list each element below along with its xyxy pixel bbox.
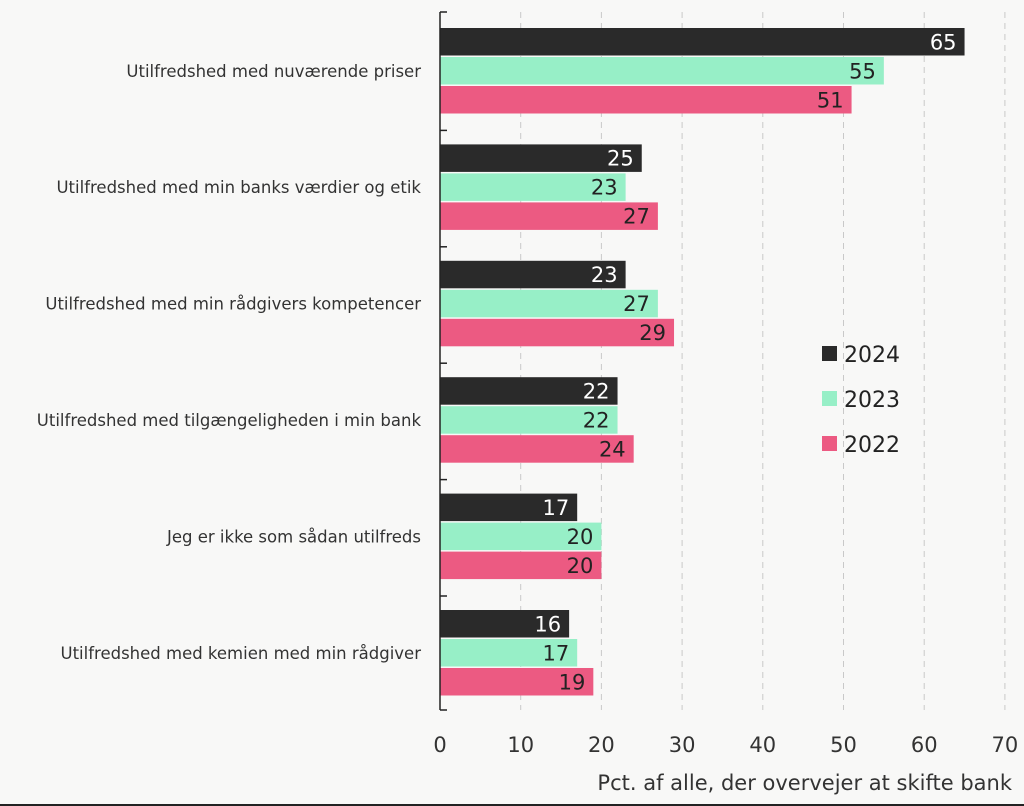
bar-label-2023-3: 27 bbox=[623, 292, 650, 316]
bar-2022-3 bbox=[440, 318, 675, 347]
x-tick-20: 20 bbox=[588, 733, 615, 757]
bar-label-2022-6: 19 bbox=[559, 670, 586, 694]
category-label-3: Utilfredshed med min rådgivers kompetenc… bbox=[45, 295, 421, 314]
x-tick-0: 0 bbox=[433, 733, 446, 757]
x-tick-labels: 0 10 20 30 40 50 60 70 bbox=[433, 733, 1018, 757]
bar-2023-3 bbox=[440, 289, 658, 318]
bar-2022-4 bbox=[440, 435, 634, 463]
bar-2024-1 bbox=[440, 28, 965, 56]
bar-label-2022-3: 29 bbox=[639, 321, 666, 345]
legend-swatch-2022 bbox=[822, 436, 837, 451]
bar-label-2024-5: 17 bbox=[542, 496, 569, 520]
y-axis bbox=[439, 11, 447, 711]
bar-2022-1 bbox=[440, 86, 852, 114]
bar-2022-6 bbox=[440, 668, 594, 696]
category-labels: Utilfredshed med nuværende priser Utilfre… bbox=[37, 62, 422, 663]
category-label-4: Utilfredshed med tilgængeligheden i min … bbox=[37, 411, 422, 430]
legend: 2024 2023 2022 bbox=[822, 343, 900, 458]
bar-label-2024-2: 25 bbox=[607, 147, 634, 171]
x-axis-title: Pct. af alle, der overvejer at skifte ba… bbox=[597, 771, 1012, 795]
bar-2022-2 bbox=[440, 202, 658, 230]
bar-2024-4 bbox=[440, 377, 618, 405]
bar-2023-2 bbox=[440, 173, 626, 201]
bar-label-2024-1: 65 bbox=[930, 30, 957, 54]
bar-2023-6 bbox=[440, 639, 578, 667]
category-label-5: Jeg er ikke som sådan utilfreds bbox=[166, 527, 421, 546]
x-tick-70: 70 bbox=[992, 733, 1019, 757]
bar-label-2022-5: 20 bbox=[567, 554, 594, 578]
bar-2024-6 bbox=[440, 610, 570, 638]
x-tick-30: 30 bbox=[669, 733, 696, 757]
bar-2024-2 bbox=[440, 144, 642, 172]
bar-label-2023-2: 23 bbox=[591, 176, 618, 200]
bar-label-2022-1: 51 bbox=[817, 88, 844, 112]
x-tick-50: 50 bbox=[830, 733, 857, 757]
category-label-1: Utilfredshed med nuværende priser bbox=[126, 62, 421, 81]
bar-label-2024-6: 16 bbox=[534, 612, 561, 636]
bar-2023-1 bbox=[440, 57, 884, 85]
bar-label-2023-6: 17 bbox=[542, 641, 569, 665]
x-tick-60: 60 bbox=[911, 733, 938, 757]
bar-2024-5 bbox=[440, 493, 578, 522]
bar-label-2022-4: 24 bbox=[599, 437, 626, 461]
category-label-6: Utilfredshed med kemien med min rådgiver bbox=[61, 644, 422, 663]
bar-2023-4 bbox=[440, 406, 618, 434]
bar-2023-5 bbox=[440, 522, 602, 551]
legend-label-2022: 2022 bbox=[844, 433, 900, 458]
bar-label-2023-1: 55 bbox=[849, 59, 876, 83]
bar-2024-3 bbox=[440, 260, 626, 289]
bar-label-2023-4: 22 bbox=[583, 408, 610, 432]
x-tick-40: 40 bbox=[749, 733, 776, 757]
legend-label-2023: 2023 bbox=[844, 388, 900, 413]
bar-2022-5 bbox=[440, 551, 602, 580]
category-label-2: Utilfredshed med min banks værdier og et… bbox=[56, 178, 421, 197]
bar-label-2024-4: 22 bbox=[583, 379, 610, 403]
gridlines bbox=[520, 12, 1006, 710]
legend-swatch-2024 bbox=[822, 346, 837, 361]
bar-label-2024-3: 23 bbox=[591, 263, 618, 287]
x-tick-10: 10 bbox=[507, 733, 534, 757]
bar-label-2022-2: 27 bbox=[623, 205, 650, 229]
legend-label-2024: 2024 bbox=[844, 343, 900, 368]
legend-swatch-2023 bbox=[822, 391, 837, 406]
bar-label-2023-5: 20 bbox=[567, 525, 594, 549]
